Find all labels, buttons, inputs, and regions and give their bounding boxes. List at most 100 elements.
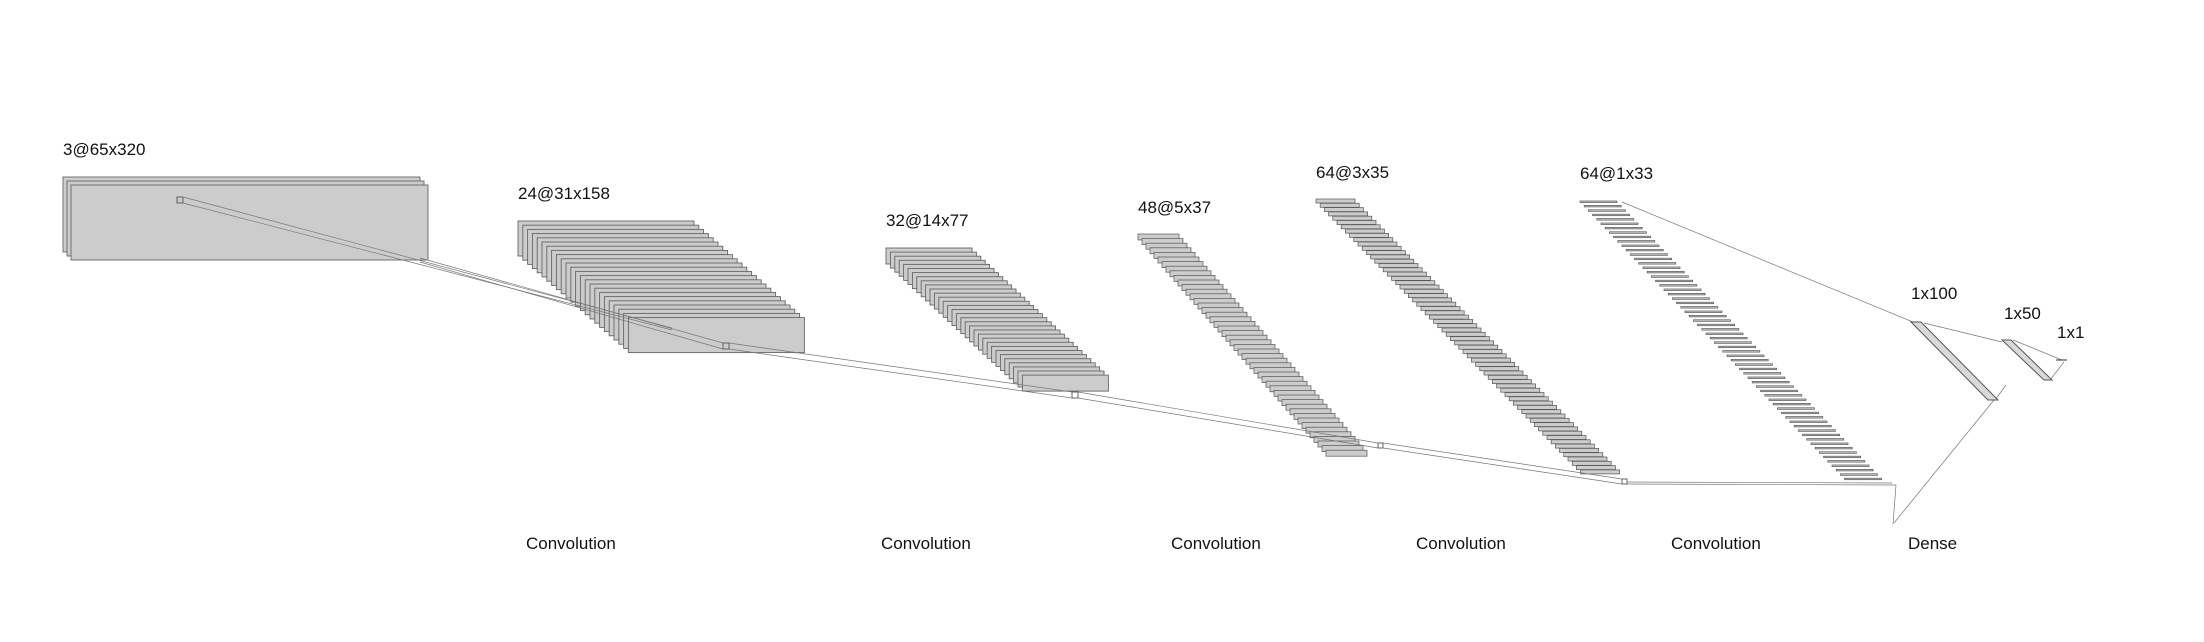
layer-label-input: 3@65x320 [63, 140, 146, 159]
feature-map [1709, 337, 1748, 340]
layer-label-fc1: 1x100 [1911, 284, 1957, 303]
feature-map [1374, 258, 1415, 264]
feature-map [1395, 280, 1436, 286]
connection-line [419, 257, 724, 344]
feature-map [1651, 275, 1689, 278]
feature-map [1583, 205, 1622, 208]
feature-map [1722, 350, 1761, 353]
operation-label-2: Convolution [881, 534, 971, 553]
operation-label-3: Convolution [1171, 534, 1261, 553]
feature-map [1521, 409, 1562, 415]
feature-map [1705, 332, 1744, 335]
feature-map [1336, 220, 1377, 225]
connection-line [1893, 399, 1995, 524]
feature-map [1576, 465, 1616, 470]
feature-map [1693, 319, 1731, 322]
feature-map [1739, 367, 1777, 371]
feature-map [1760, 389, 1798, 393]
feature-map [1634, 257, 1672, 261]
feature-map [1349, 233, 1389, 238]
kernel-box-conv1 [722, 342, 730, 350]
feature-map [1429, 314, 1469, 320]
layer-label-conv1: 24@31x158 [518, 184, 610, 203]
feature-map [1726, 354, 1765, 357]
feature-map [1433, 319, 1473, 324]
feature-map [1756, 385, 1794, 388]
feature-map [1802, 433, 1840, 437]
feature-map [1325, 449, 1368, 457]
kernel-box-conv3 [1377, 442, 1384, 449]
operation-label-6: Dense [1908, 534, 1957, 553]
feature-map [1793, 425, 1832, 428]
feature-map [1819, 451, 1857, 454]
feature-map [1789, 420, 1828, 423]
feature-map [1735, 363, 1773, 366]
feature-map [1328, 211, 1368, 217]
dense-layer-fc2 [2000, 339, 2054, 381]
feature-map [1798, 429, 1836, 432]
feature-map [1592, 213, 1630, 217]
feature-map [1676, 301, 1714, 305]
feature-map [70, 184, 429, 261]
feature-map [1684, 310, 1723, 313]
feature-map [1772, 403, 1811, 406]
feature-map [1646, 271, 1685, 274]
feature-map [1340, 224, 1381, 230]
feature-map [1458, 344, 1499, 350]
layer-label-conv4: 64@3x35 [1316, 163, 1389, 182]
connection-line [1382, 447, 1623, 485]
feature-map [1617, 240, 1656, 243]
connection-line [182, 202, 673, 331]
feature-map [1475, 362, 1515, 367]
feature-map [1546, 435, 1587, 440]
layer-conv4-stack [1315, 198, 1620, 475]
feature-map [1621, 244, 1660, 247]
feature-map [1571, 460, 1612, 466]
kernel-box-conv2 [1071, 391, 1079, 399]
feature-map [1315, 198, 1356, 204]
connection-line [1626, 483, 1897, 486]
feature-map [1420, 306, 1461, 311]
layer-conv2-stack [885, 247, 1109, 392]
feature-map [1357, 241, 1398, 247]
connection-line [1077, 391, 1379, 444]
kernel-box-conv4 [1621, 478, 1628, 485]
feature-map [1496, 383, 1536, 389]
feature-map [1424, 310, 1465, 316]
connection-line [419, 261, 724, 350]
layer-conv1-stack [517, 220, 805, 354]
dense-layer-fc1 [1909, 321, 2000, 401]
feature-map [1835, 469, 1874, 472]
feature-map [1810, 442, 1849, 445]
feature-map [1508, 396, 1549, 402]
kernel-box-input [176, 196, 184, 204]
feature-map [1814, 447, 1853, 450]
feature-map [1596, 218, 1635, 221]
connection-line [2049, 361, 2065, 381]
feature-map [1806, 438, 1845, 441]
feature-map [1319, 202, 1360, 208]
feature-map [1353, 237, 1394, 243]
feature-map [1604, 227, 1643, 230]
operation-label-5: Convolution [1671, 534, 1761, 553]
feature-map [1370, 254, 1410, 260]
feature-map [1768, 398, 1807, 401]
feature-map [1751, 381, 1790, 384]
feature-map [1382, 267, 1423, 273]
feature-map [1534, 422, 1574, 427]
feature-map [1500, 387, 1541, 393]
feature-map [1492, 379, 1532, 384]
connection-line [1621, 201, 1914, 323]
feature-map [1827, 460, 1866, 463]
feature-map [1579, 200, 1618, 203]
feature-map [1416, 301, 1457, 307]
feature-map [1764, 394, 1803, 397]
feature-map [1387, 271, 1427, 277]
feature-map [1563, 452, 1604, 458]
layer-label-out: 1x1 [2057, 323, 2084, 342]
feature-map [1454, 340, 1494, 346]
feature-map [1609, 231, 1647, 234]
feature-map [1663, 288, 1702, 291]
feature-map [1450, 336, 1490, 341]
connection-line [1923, 322, 2003, 343]
